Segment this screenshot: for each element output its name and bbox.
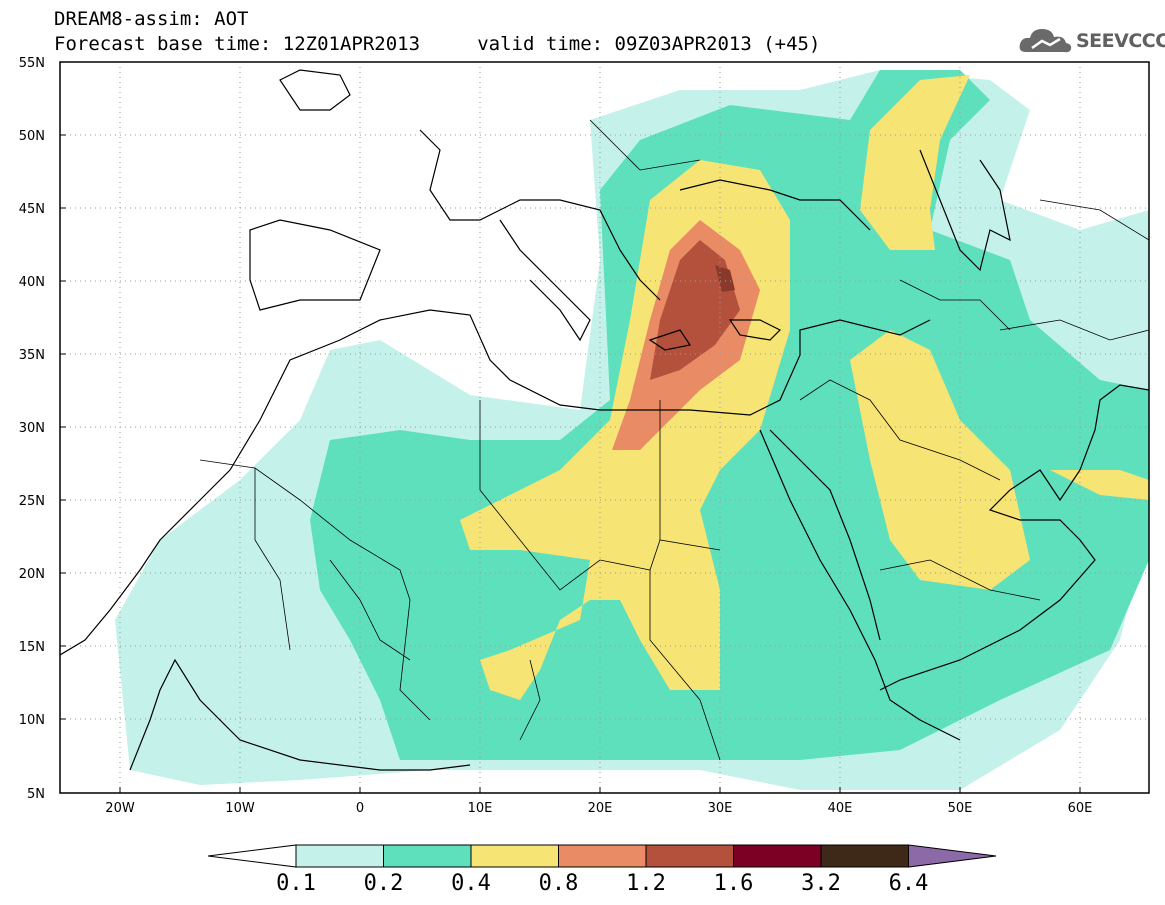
lon-label: 10E — [468, 801, 493, 816]
colorbar-labels: 0.1 0.2 0.4 0.8 1.2 1.6 3.2 6.4 — [276, 871, 928, 896]
longitude-labels: 20W 10W 0 10E 20E 30E 40E 50E 60E — [105, 801, 1092, 816]
colorbar-cell — [645, 844, 734, 868]
colorbar-cell — [733, 844, 822, 868]
country-borders — [199, 119, 1149, 761]
colorbar-cell — [470, 844, 559, 868]
colorbar-cell — [558, 844, 647, 868]
lat-label: 55N — [19, 56, 45, 71]
latitude-labels: 55N 50N 45N 40N 35N 30N 25N 20N 15N 10N … — [19, 56, 45, 802]
lon-label: 10W — [225, 801, 255, 816]
lon-label: 50E — [948, 801, 973, 816]
colorbar-label: 6.4 — [889, 871, 929, 896]
lon-label: 20W — [105, 801, 135, 816]
lat-label: 10N — [19, 713, 45, 728]
aot-band-0.4-caspian — [860, 75, 970, 250]
colorbar-label: 0.4 — [451, 871, 491, 896]
forecast-times: Forecast base time: 12Z01APR2013 valid t… — [54, 33, 821, 55]
aot-band-1.2 — [650, 240, 740, 380]
cloud-logo-icon — [1019, 29, 1072, 53]
lon-label: 0 — [356, 801, 364, 816]
colorbar-cell — [295, 844, 384, 868]
lon-label: 60E — [1068, 801, 1093, 816]
lat-label: 35N — [19, 348, 45, 363]
coastlines — [60, 69, 1149, 771]
lat-label: 50N — [19, 129, 45, 144]
lat-label: 30N — [19, 421, 45, 436]
logo-text: SEEVCCC — [1076, 30, 1165, 52]
lat-label: 40N — [19, 275, 45, 290]
lat-label: 20N — [19, 567, 45, 582]
lon-label: 40E — [828, 801, 853, 816]
lat-label: 45N — [19, 202, 45, 217]
lat-label: 15N — [19, 640, 45, 655]
lon-label: 20E — [588, 801, 613, 816]
colorbar-label: 1.6 — [714, 871, 754, 896]
colorbar-label: 3.2 — [801, 871, 841, 896]
colorbar-label: 0.2 — [364, 871, 404, 896]
colorbar-cell — [820, 844, 909, 868]
colorbar-min-arrow — [207, 844, 297, 868]
colorbar-cell — [383, 844, 472, 868]
lat-label: 25N — [19, 494, 45, 509]
aot-band-1.2-core — [715, 265, 735, 292]
seevccc-logo: SEEVCCC — [1018, 24, 1165, 58]
colorbar — [207, 844, 997, 868]
axis-ticks — [60, 61, 1081, 793]
lon-label: 30E — [708, 801, 733, 816]
colorbar-max-arrow — [908, 844, 997, 868]
colorbar-label: 0.8 — [539, 871, 579, 896]
aot-band-0.4-arabia — [850, 330, 1030, 590]
aot-contours — [115, 70, 1149, 790]
colorbar-label: 1.2 — [626, 871, 666, 896]
colorbar-label: 0.1 — [276, 871, 316, 896]
lat-label: 5N — [27, 787, 45, 802]
map-title: DREAM8-assim: AOT — [54, 8, 249, 30]
